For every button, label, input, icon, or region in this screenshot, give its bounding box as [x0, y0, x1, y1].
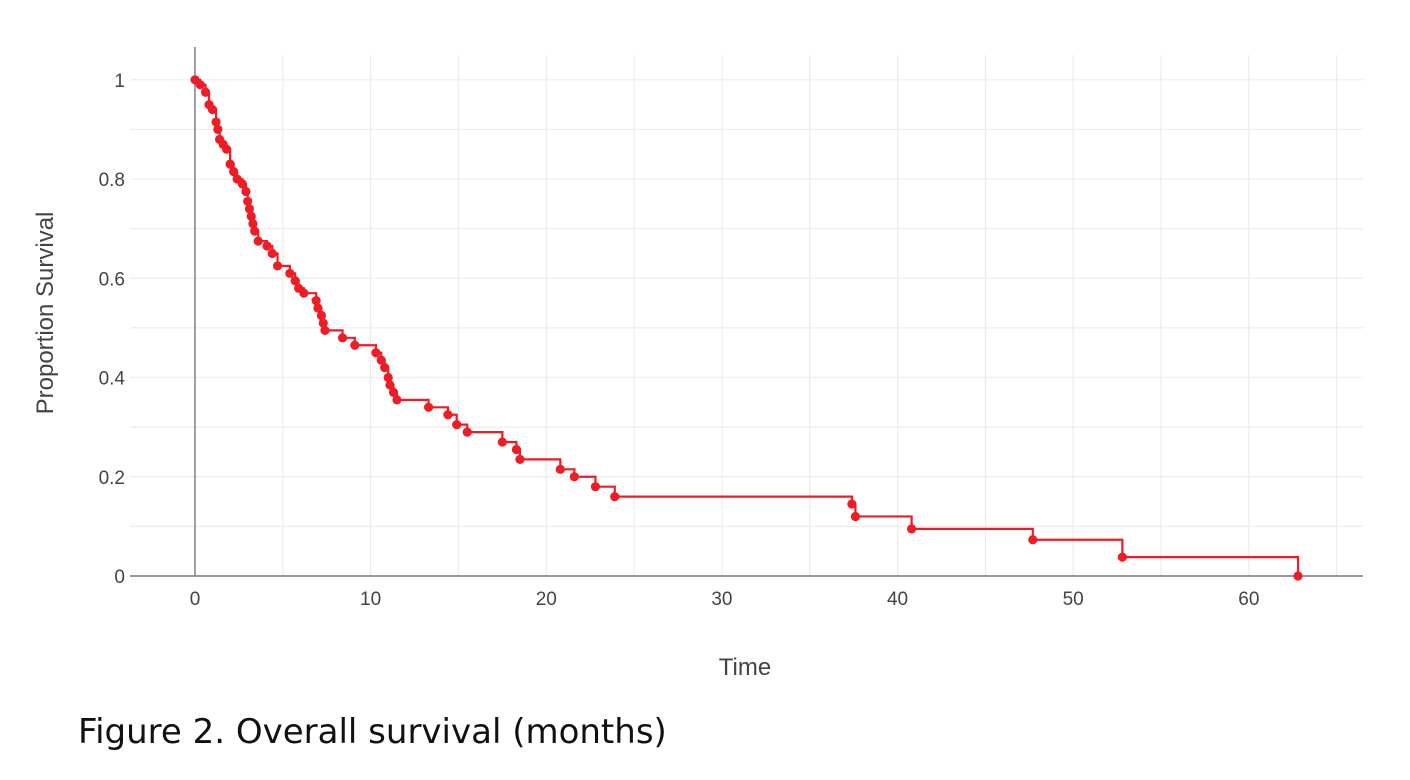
survival-event-point	[555, 464, 565, 474]
survival-event-point	[200, 87, 211, 97]
survival-event-point	[246, 211, 256, 221]
survival-event-point	[225, 159, 235, 169]
survival-event-point	[847, 499, 857, 509]
survival-event-point	[318, 318, 328, 328]
survival-event-point	[850, 511, 860, 522]
survival-event-point	[376, 355, 386, 365]
y-tick-label: 0.8	[99, 170, 125, 191]
x-tick-label: 20	[536, 589, 557, 610]
survival-event-point	[380, 363, 390, 373]
survival-event-point	[1117, 552, 1127, 562]
survival-event-point	[383, 372, 393, 383]
survival-event-point	[237, 179, 248, 189]
figure-caption: Figure 2. Overall survival (months)	[78, 712, 667, 752]
x-tick-label: 50	[1063, 589, 1084, 610]
survival-chart: 0 10 20 30 40 50 60 0 0.2 0.4 0.6 0.8 1 Time Proport…	[32, 47, 1363, 681]
survival-event-point	[452, 420, 462, 430]
survival-event-point	[299, 288, 309, 298]
survival-event-point	[388, 387, 399, 398]
survival-event-point	[569, 472, 579, 482]
survival-event-point	[497, 437, 507, 447]
survival-event-point	[290, 276, 300, 286]
survival-event-point	[229, 167, 239, 177]
x-tick-label: 0	[190, 589, 201, 610]
survival-event-point	[244, 204, 255, 214]
survival-event-point	[392, 395, 402, 405]
y-tick-label: 0.4	[99, 369, 126, 390]
survival-event-point	[423, 402, 434, 412]
survival-event-point	[241, 186, 251, 197]
survival-event-point	[272, 261, 283, 271]
x-tick-label: 60	[1238, 589, 1259, 610]
tick-labels: 0 10 20 30 40 50 60 0 0.2 0.4 0.6 0.8 1	[99, 71, 1260, 610]
survival-event-point	[213, 124, 223, 135]
survival-event-point	[253, 236, 263, 246]
survival-event-point	[207, 104, 218, 115]
survival-event-point	[515, 454, 525, 464]
y-tick-label: 1	[114, 71, 125, 92]
survival-event-point	[907, 524, 917, 534]
survival-event-point	[285, 268, 295, 278]
survival-event-point	[250, 226, 260, 236]
y-tick-label: 0	[114, 567, 125, 588]
survival-event-point	[211, 117, 221, 127]
y-tick-label: 0.6	[99, 269, 125, 290]
survival-event-point	[248, 219, 258, 229]
y-tick-label: 0.2	[99, 468, 125, 489]
survival-event-point	[371, 348, 381, 358]
x-tick-label: 30	[711, 589, 732, 610]
x-tick-label: 10	[360, 589, 381, 610]
survival-event-point	[222, 144, 232, 154]
gridlines	[130, 55, 1363, 576]
y-axis-title: Proportion Survival	[32, 212, 59, 415]
axes	[130, 47, 1363, 577]
survival-event-point	[243, 196, 253, 206]
survival-event-point	[590, 482, 601, 492]
survival-event-point	[316, 310, 327, 321]
x-tick-label: 40	[887, 589, 908, 610]
survival-event-point	[385, 380, 395, 390]
survival-series	[190, 75, 1303, 581]
survival-event-point	[350, 340, 360, 350]
survival-event-point	[511, 444, 522, 455]
survival-event-point	[313, 303, 323, 313]
survival-event-point	[262, 241, 272, 251]
survival-event-point	[462, 427, 472, 437]
survival-event-point	[610, 492, 620, 502]
survival-event-point	[320, 325, 330, 335]
survival-event-point	[337, 333, 348, 343]
survival-event-point	[443, 410, 453, 420]
survival-event-point	[1028, 535, 1038, 545]
survival-event-point	[195, 80, 205, 90]
survival-event-point	[1293, 571, 1303, 581]
survival-event-point	[311, 296, 321, 306]
survival-event-point	[267, 248, 277, 259]
x-axis-title: Time	[719, 654, 771, 681]
